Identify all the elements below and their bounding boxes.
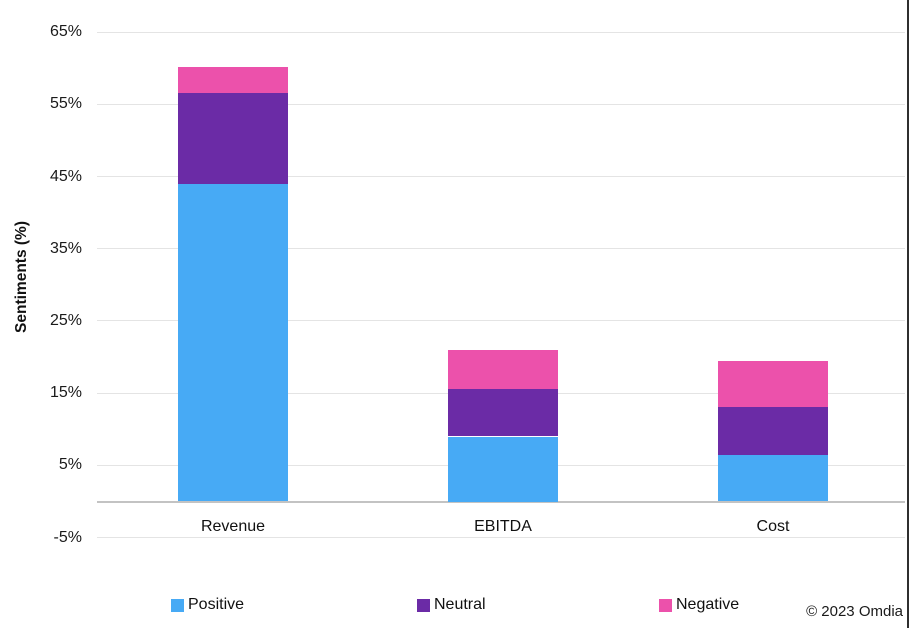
- y-tick-label-55: 55%: [49, 95, 82, 113]
- bar-segment-negative-revenue: [178, 66, 288, 93]
- bar-segment-positive-cost: [718, 455, 828, 502]
- x-axis-line: [97, 500, 905, 503]
- bar-segment-neutral-cost: [718, 406, 828, 456]
- bar-segment-negative-ebitda: [448, 349, 558, 389]
- gridline-45: [97, 176, 905, 177]
- x-category-label-cost: Cost: [756, 518, 790, 535]
- bar-segment-neutral-ebitda: [448, 388, 558, 437]
- legend-swatch-neutral: [417, 598, 430, 612]
- legend-item-neutral: Neutral: [417, 596, 486, 614]
- x-category-label-ebitda: EBITDA: [474, 518, 532, 535]
- gridline-25: [97, 320, 905, 322]
- bar-segment-positive-revenue: [178, 183, 288, 502]
- bar-segment-positive-ebitda: [448, 436, 558, 502]
- legend-label-negative: Negative: [676, 596, 740, 613]
- y-tick-label-65: 65%: [49, 23, 82, 40]
- y-tick-label-15: 15%: [49, 384, 82, 402]
- legend-item-positive: Positive: [171, 596, 244, 614]
- legend-label-positive: Positive: [188, 596, 245, 613]
- bar-segment-negative-cost: [718, 361, 828, 407]
- legend-swatch-positive: [171, 598, 184, 612]
- y-tick-label-35: 35%: [49, 239, 82, 257]
- bar-segment-neutral-revenue: [178, 92, 288, 184]
- copyright-text: © 2023 Omdia: [806, 603, 903, 620]
- y-tick-label-5: 5%: [58, 456, 82, 474]
- gridline--5: [97, 537, 905, 539]
- gridline-65: [97, 31, 905, 33]
- x-category-label-revenue: Revenue: [200, 518, 266, 535]
- legend-item-negative: Negative: [659, 596, 739, 614]
- legend-swatch-negative: [659, 598, 672, 612]
- right-edge-border: [907, 0, 909, 628]
- gridline-35: [97, 248, 905, 250]
- y-tick-label--5: -5%: [53, 528, 82, 546]
- y-tick-label-45: 45%: [49, 167, 82, 185]
- y-tick-label-25: 25%: [49, 311, 82, 329]
- legend-label-neutral: Neutral: [434, 596, 486, 613]
- gridline-55: [97, 103, 905, 105]
